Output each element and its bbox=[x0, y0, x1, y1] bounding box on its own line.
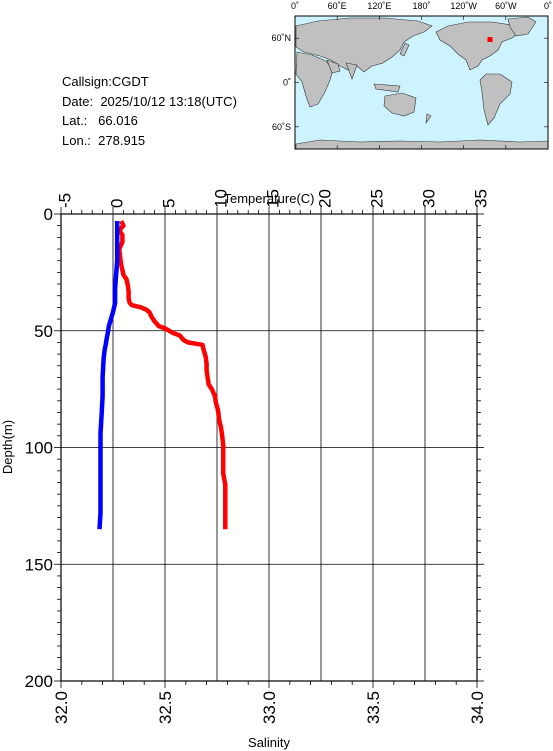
station-marker bbox=[487, 37, 493, 42]
depth-tick-label: 200 bbox=[25, 672, 53, 691]
callsign-value: CGDT bbox=[111, 74, 149, 89]
land-newzealand bbox=[425, 113, 432, 125]
map-land bbox=[295, 16, 549, 150]
map-latitude-label: 60˚S bbox=[272, 122, 291, 132]
temperature-tick-labels: -5 0 5 10 15 20 25 30 35 bbox=[55, 189, 490, 208]
temperature-axis-label: Temperature(C) bbox=[223, 191, 314, 206]
map-longitude-label: 120˚E bbox=[367, 1, 391, 11]
land-australia bbox=[383, 92, 417, 117]
lat-value: 66.016 bbox=[98, 113, 138, 128]
map-longitude-label: 60˚W bbox=[495, 1, 517, 11]
world-map: 0˚ 60˚E 120˚E 180˚ 120˚W 60˚W 0˚ 60˚N 0˚ 60˚S bbox=[271, 1, 552, 150]
land-greenland bbox=[507, 16, 537, 37]
temperature-profile-line bbox=[116, 220, 228, 530]
salinity-tick-label: 33.5 bbox=[364, 691, 383, 724]
callsign-row: Callsign:CGDT bbox=[62, 72, 237, 92]
temperature-tick-label: 20 bbox=[315, 189, 334, 208]
land-south-america bbox=[479, 73, 513, 126]
lat-label: Lat.: bbox=[62, 113, 88, 128]
lon-label: Lon.: bbox=[62, 132, 91, 148]
date-value: 2025/10/12 13:18(UTC) bbox=[100, 93, 237, 109]
map-left-ticks: 60˚N 0˚ 60˚S bbox=[271, 33, 548, 132]
map-longitude-label: 120˚W bbox=[450, 1, 477, 11]
depth-tick-label: 50 bbox=[34, 322, 53, 341]
depth-axis-label: Depth(m) bbox=[0, 420, 15, 474]
land-arabia bbox=[326, 59, 341, 74]
salinity-profile-line bbox=[97, 221, 120, 530]
depth-tick-labels: 0 50 100 150 200 bbox=[25, 205, 53, 691]
salinity-tick-label: 34.0 bbox=[468, 691, 487, 724]
date-label: Date: bbox=[62, 93, 94, 109]
land-eurasia bbox=[295, 17, 433, 73]
station-info: Callsign:CGDT Date: 2025/10/12 13:18(UTC… bbox=[62, 72, 237, 150]
lat-row: Lat.: 66.016 bbox=[62, 111, 237, 131]
map-longitude-label: 0˚ bbox=[544, 1, 552, 11]
callsign-label: Callsign: bbox=[62, 74, 112, 89]
temperature-tick-label: 0 bbox=[107, 199, 126, 208]
map-longitude-label: 0˚ bbox=[291, 1, 299, 11]
lon-row: Lon.: 278.915 bbox=[62, 131, 237, 151]
temperature-tick-label: 15 bbox=[263, 189, 282, 208]
salinity-axis-label: Salinity bbox=[248, 735, 290, 750]
date-row: Date: 2025/10/12 13:18(UTC) bbox=[62, 92, 237, 112]
depth-tick-label: 0 bbox=[44, 205, 53, 224]
map-latitude-label: 60˚N bbox=[271, 33, 291, 43]
map-latitude-label: 0˚ bbox=[283, 78, 291, 88]
land-north-america bbox=[435, 21, 521, 71]
depth-tick-label: 100 bbox=[25, 439, 53, 458]
land-antarctica bbox=[295, 139, 549, 150]
depth-tick-label: 150 bbox=[25, 555, 53, 574]
series-layer bbox=[97, 220, 228, 530]
lon-value: 278.915 bbox=[98, 132, 146, 148]
salinity-tick-labels: 32.0 32.5 33.0 33.5 34.0 bbox=[52, 691, 487, 724]
plot-ticks bbox=[54, 207, 484, 688]
plot-grid bbox=[60, 213, 478, 682]
land-africa bbox=[295, 51, 334, 108]
salinity-tick-label: 32.0 bbox=[52, 691, 71, 724]
salinity-tick-label: 32.5 bbox=[156, 691, 175, 724]
land-indonesia bbox=[373, 83, 401, 93]
land-india bbox=[345, 62, 358, 80]
temperature-tick-label: 10 bbox=[211, 189, 230, 208]
map-longitude-label: 180˚ bbox=[412, 1, 430, 11]
temperature-tick-label: 5 bbox=[159, 199, 178, 208]
map-top-ticks: 0˚ 60˚E 120˚E 180˚ 120˚W 60˚W 0˚ bbox=[291, 1, 552, 149]
temperature-tick-label: 35 bbox=[471, 189, 490, 208]
temperature-tick-label: -5 bbox=[55, 193, 74, 208]
land-japan bbox=[399, 42, 410, 57]
salinity-tick-label: 33.0 bbox=[260, 691, 279, 724]
temperature-tick-label: 25 bbox=[367, 189, 386, 208]
temperature-tick-label: 30 bbox=[419, 189, 438, 208]
map-longitude-label: 60˚E bbox=[328, 1, 347, 11]
plot-frame bbox=[60, 213, 478, 682]
